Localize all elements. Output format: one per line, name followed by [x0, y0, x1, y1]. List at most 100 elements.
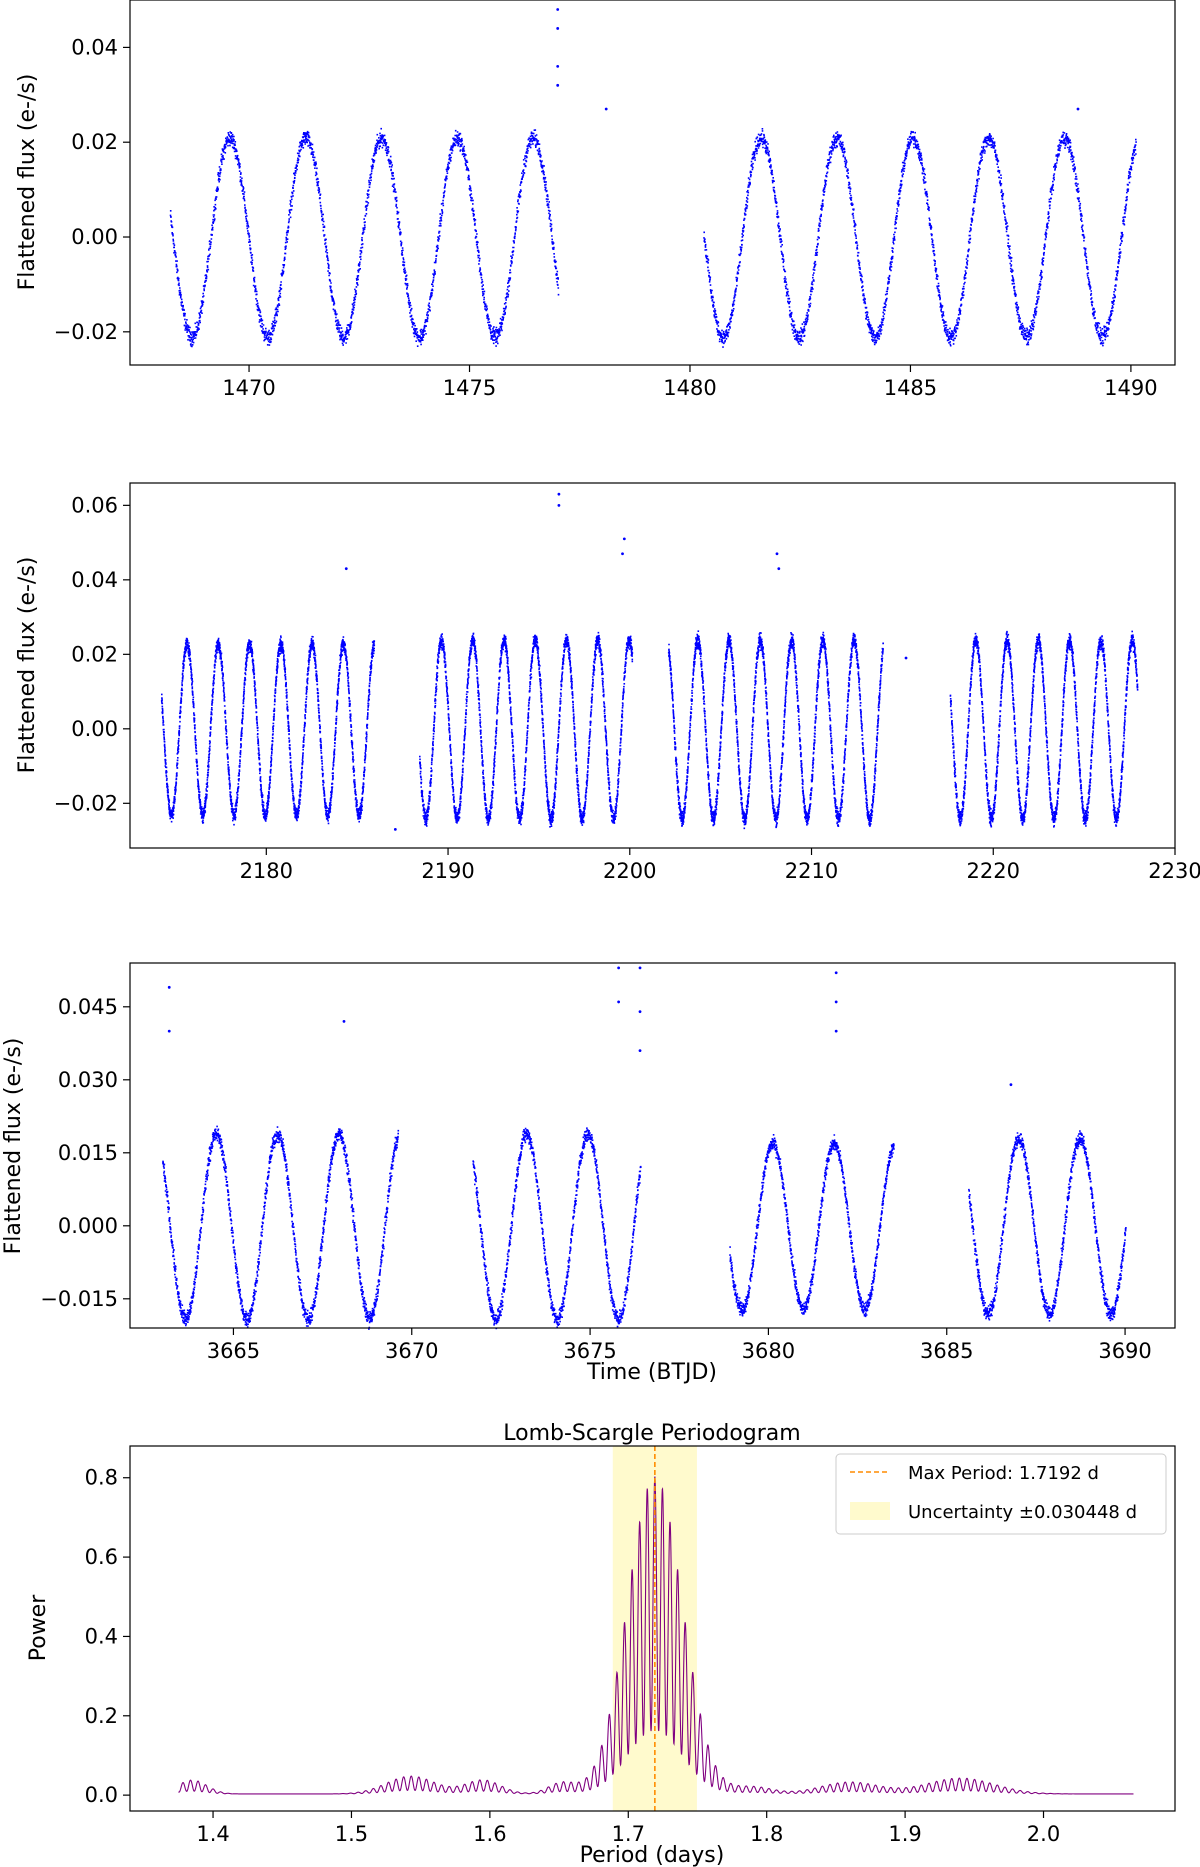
legend-box [835, 1453, 1167, 1535]
x-tick-label: 3670 [385, 1339, 438, 1363]
outlier-point [342, 1020, 346, 1023]
panel-3-y-axis-label: Flattened flux (e-/s) [1, 1038, 26, 1255]
y-tick-label: 0.04 [71, 35, 118, 59]
outlier-point [167, 1029, 171, 1033]
outlier-point [638, 966, 642, 970]
x-tick-label: 2210 [785, 859, 838, 883]
outlier-point [344, 567, 348, 571]
x-tick-label: 2230 [1148, 859, 1200, 883]
outlier-point [1076, 107, 1080, 111]
y-tick-label: 0.0 [85, 1783, 118, 1807]
outlier-point [393, 827, 397, 831]
outlier-point [621, 552, 624, 556]
outlier-point [556, 27, 560, 30]
y-tick-label: 0.00 [71, 717, 118, 741]
y-tick-label: 0.2 [85, 1704, 118, 1728]
periodogram-x-ticks: 1.4 1.5 1.6 1.7 1.8 1.9 2.0 [196, 1811, 1060, 1846]
panel-2-x-ticks: 2180 2190 2200 2210 2220 2230 [240, 848, 1200, 883]
legend-max-period-label: Max Period: 1.7192 d [908, 1463, 1099, 1484]
x-tick-label: 1.5 [335, 1822, 368, 1846]
panel-3-x-axis-label: Time (BTJD) [586, 1360, 717, 1385]
x-tick-label: 3685 [920, 1339, 973, 1363]
y-tick-label: 0.8 [85, 1466, 118, 1490]
x-tick-label: 1475 [443, 376, 496, 400]
x-tick-label: 1470 [222, 376, 275, 400]
light-curve-panel-3: 3665 3670 3675 3680 3685 3690 −0.015 0.000 0.01… [1, 962, 1176, 1385]
x-tick-label: 1480 [663, 376, 716, 400]
outlier-point [557, 503, 561, 507]
panel-2-y-axis-label: Flattened flux (e-/s) [15, 557, 40, 774]
x-tick-label: 2220 [967, 859, 1020, 883]
periodogram-frame [129, 1445, 1176, 1812]
y-tick-label: 0.030 [58, 1068, 118, 1092]
x-tick-label: 1.6 [473, 1822, 506, 1846]
panel-3-x-ticks: 3665 3670 3675 3680 3685 3690 [207, 1328, 1152, 1363]
panel-1-points [169, 8, 1137, 348]
periodogram-y-ticks: 0.0 0.2 0.4 0.6 0.8 [85, 1466, 130, 1807]
light-curve-panel-1: 1470 1475 1480 1485 1490 −0.02 0.00 0.02 0.04 F… [15, 0, 1176, 400]
legend: Max Period: 1.7192 d Uncertainty ±0.0304… [835, 1453, 1167, 1535]
y-tick-label: −0.015 [40, 1287, 118, 1311]
outlier-point [638, 1049, 642, 1052]
outlier-point [834, 1029, 838, 1033]
outlier-point [604, 107, 608, 111]
x-tick-label: 1.8 [750, 1822, 783, 1846]
panel-1-frame [129, 0, 1176, 366]
panel-3-points [162, 966, 1127, 1330]
outlier-point [617, 966, 621, 970]
outlier-point [777, 567, 781, 571]
periodogram-y-axis-label: Power [26, 1594, 51, 1661]
y-tick-label: 0.4 [85, 1624, 118, 1648]
y-tick-label: 0.00 [71, 225, 118, 249]
legend-uncertainty-swatch [850, 1502, 890, 1520]
y-tick-label: 0.02 [71, 130, 118, 154]
outlier-point [775, 552, 779, 556]
panel-3-y-ticks: −0.015 0.000 0.015 0.030 0.045 [40, 995, 130, 1311]
outlier-point [556, 83, 560, 87]
x-tick-label: 3690 [1098, 1339, 1151, 1363]
x-tick-label: 3665 [207, 1339, 260, 1363]
x-tick-label: 2190 [421, 859, 474, 883]
periodogram-x-axis-label: Period (days) [580, 1843, 725, 1867]
y-tick-label: 0.02 [71, 642, 118, 666]
panel-1-y-axis-label: Flattened flux (e-/s) [15, 74, 40, 291]
panel-2-y-ticks: −0.02 0.00 0.02 0.04 0.06 [54, 493, 130, 815]
periodogram-line [178, 1476, 1134, 1795]
x-tick-label: 3680 [742, 1339, 795, 1363]
light-curve-points [160, 630, 1139, 830]
outlier-point [834, 1000, 838, 1004]
x-tick-label: 3675 [563, 1339, 616, 1363]
x-tick-label: 1.4 [196, 1822, 229, 1846]
periodogram-title: Lomb-Scargle Periodogram [503, 1421, 800, 1446]
outlier-point [1009, 1083, 1013, 1087]
panel-2-points [160, 492, 1139, 831]
y-tick-label: 0.015 [58, 1141, 118, 1165]
y-tick-label: 0.045 [58, 995, 118, 1019]
legend-uncertainty-label: Uncertainty ±0.030448 d [908, 1502, 1137, 1523]
panel-1-y-ticks: −0.02 0.00 0.02 0.04 [54, 35, 130, 344]
x-tick-label: 2200 [603, 859, 656, 883]
outlier-point [617, 1000, 621, 1004]
panel-2-frame [129, 482, 1176, 849]
x-tick-label: 1.9 [888, 1822, 921, 1846]
x-tick-label: 1490 [1104, 376, 1157, 400]
periodogram-panel: Lomb-Scargle Periodogram 1.4 1.5 1.6 1.7 1.8… [26, 1421, 1176, 1867]
y-tick-label: −0.02 [54, 791, 118, 815]
outlier-point [834, 971, 838, 975]
y-tick-label: 0.000 [58, 1214, 118, 1238]
x-tick-label: 2.0 [1027, 1822, 1060, 1846]
light-curve-panel-2: 2180 2190 2200 2210 2220 2230 −0.02 0.00 0.02 0.… [15, 482, 1200, 883]
outlier-point [556, 64, 560, 68]
y-tick-label: 0.04 [71, 568, 118, 592]
outlier-point [167, 985, 171, 989]
x-tick-label: 2180 [240, 859, 293, 883]
y-tick-label: 0.6 [85, 1545, 118, 1569]
y-tick-label: −0.02 [54, 320, 118, 344]
outlier-point [622, 537, 626, 541]
panel-3-frame [129, 962, 1176, 1329]
panel-1-x-ticks: 1470 1475 1480 1485 1490 [222, 365, 1158, 400]
outlier-point [904, 656, 908, 660]
x-tick-label: 1485 [884, 376, 937, 400]
light-curve-points [162, 1125, 1127, 1330]
